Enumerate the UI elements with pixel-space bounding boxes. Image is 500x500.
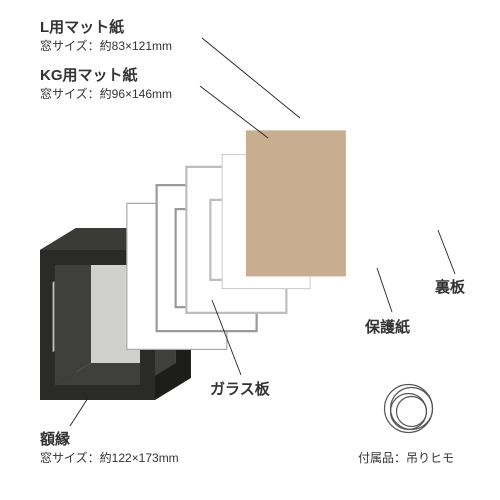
frame-slit	[53, 281, 55, 352]
label-mat-l: L用マット紙 窓サイズ：約83×121mm	[40, 18, 172, 54]
label-back: 裏板	[435, 278, 465, 298]
mat-kg-title: KG用マット紙	[40, 66, 172, 86]
label-mat-kg: KG用マット紙 窓サイズ：約96×146mm	[40, 66, 172, 102]
label-glass: ガラス板	[210, 380, 270, 400]
cord-loop	[397, 397, 427, 427]
mat-l-sub: 窓サイズ：約83×121mm	[40, 38, 172, 54]
mat-kg-sub: 窓サイズ：約96×146mm	[40, 86, 172, 102]
cord-loop	[391, 394, 427, 430]
label-frame: 額縁 窓サイズ：約122×173mm	[40, 430, 179, 466]
frame-sub: 窓サイズ：約122×173mm	[40, 450, 179, 466]
label-accessory: 付属品：吊りヒモ	[358, 450, 454, 466]
panel-back	[246, 130, 346, 276]
cord-loop	[385, 385, 433, 433]
frame-title: 額縁	[40, 430, 179, 450]
label-protect: 保護紙	[365, 318, 410, 338]
mat-l-title: L用マット紙	[40, 18, 172, 38]
